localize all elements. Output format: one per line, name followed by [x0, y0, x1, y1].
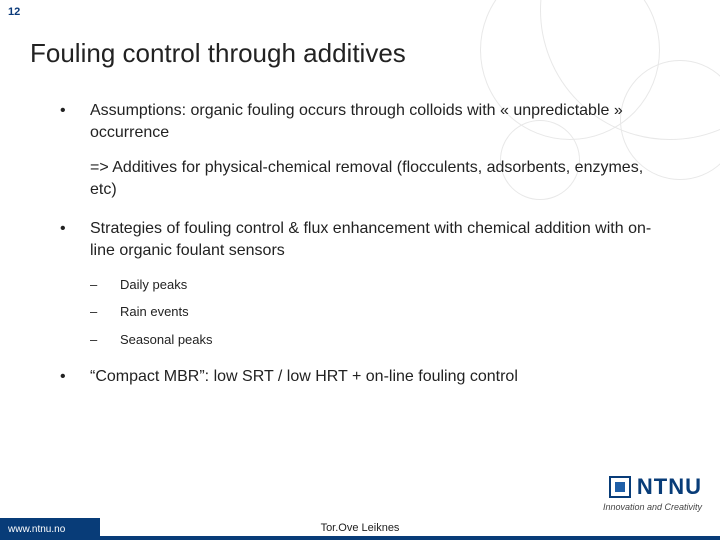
logo-block: NTNU Innovation and Creativity [603, 474, 702, 512]
bullet-mark: • [60, 218, 90, 261]
bullet-mark: • [60, 100, 90, 143]
footer-url: www.ntnu.no [0, 518, 100, 540]
logo-text: NTNU [637, 474, 702, 500]
bullet-text: Assumptions: organic fouling occurs thro… [90, 100, 670, 143]
bullet-mark: • [60, 366, 90, 388]
bullet-text: Strategies of fouling control & flux enh… [90, 218, 670, 261]
bullet-text: “Compact MBR”: low SRT / low HRT + on-li… [90, 366, 670, 388]
sub-bullet-item: – Seasonal peaks [90, 331, 670, 349]
bullet-item: • Assumptions: organic fouling occurs th… [60, 100, 670, 143]
slide: 12 Fouling control through additives • A… [0, 0, 720, 540]
sub-bullet-item: – Rain events [90, 303, 670, 321]
bullet-item: • “Compact MBR”: low SRT / low HRT + on-… [60, 366, 670, 388]
sub-bullet-list: – Daily peaks – Rain events – Seasonal p… [90, 276, 670, 349]
sub-bullet-text: Rain events [120, 303, 189, 321]
logo-icon [609, 476, 631, 498]
bullet-arrow-block: => Additives for physical-chemical remov… [90, 157, 670, 200]
sub-bullet-item: – Daily peaks [90, 276, 670, 294]
sub-bullet-mark: – [90, 303, 120, 321]
sub-bullet-text: Seasonal peaks [120, 331, 213, 349]
page-number: 12 [8, 6, 20, 18]
sub-bullet-text: Daily peaks [120, 276, 187, 294]
sub-bullet-mark: – [90, 276, 120, 294]
slide-title: Fouling control through additives [30, 38, 406, 69]
ntnu-logo: NTNU [603, 474, 702, 500]
footer-line [100, 536, 720, 540]
sub-bullet-mark: – [90, 331, 120, 349]
bullet-item: • Strategies of fouling control & flux e… [60, 218, 670, 261]
logo-tagline: Innovation and Creativity [603, 502, 702, 512]
content-area: • Assumptions: organic fouling occurs th… [60, 100, 670, 402]
presenter-name: Tor.Ove Leiknes [321, 522, 400, 534]
